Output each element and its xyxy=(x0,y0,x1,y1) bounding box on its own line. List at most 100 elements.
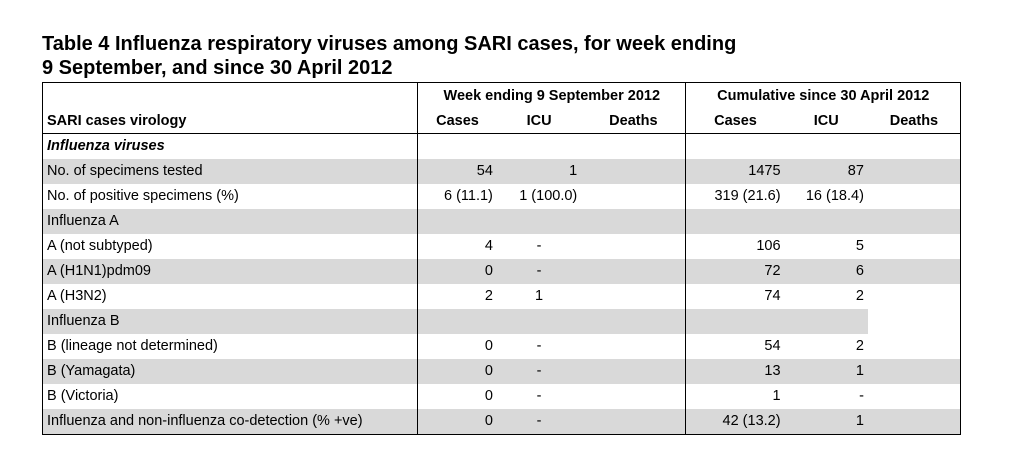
row-label: No. of specimens tested xyxy=(41,159,419,184)
header-empty-cell xyxy=(41,82,419,109)
cumulative-deaths-cell xyxy=(867,234,961,259)
cumulative-deaths-cell xyxy=(867,259,961,284)
col-week-deaths: Deaths xyxy=(581,109,687,134)
cumulative-deaths-cell xyxy=(867,409,961,435)
week-icu-cell: 1 xyxy=(496,159,582,184)
row-label: A (H1N1)pdm09 xyxy=(41,259,419,284)
col-week-icu: ICU xyxy=(496,109,582,134)
table-row: A (not subtyped) 4 - 106 5 xyxy=(41,234,961,259)
cumulative-icu-cell: 2 xyxy=(855,288,864,304)
cumulative-cases-cell xyxy=(685,309,785,334)
week-cases-cell xyxy=(417,209,497,234)
week-cases-cell xyxy=(417,309,497,334)
row-label: Influenza A xyxy=(41,209,419,234)
week-icu-cell: - xyxy=(536,338,542,354)
table-row: B (lineage not determined) 0 - 54 2 xyxy=(41,334,961,359)
cumulative-icu-cell: 16 (18.4) xyxy=(805,188,864,204)
table-title: Table 4 Influenza respiratory viruses am… xyxy=(42,32,736,80)
week-cases-cell: 0 xyxy=(417,259,497,284)
header-group-cumulative: Cumulative since 30 April 2012 xyxy=(685,82,961,109)
row-label: B (Victoria) xyxy=(41,384,419,409)
week-icu-cell xyxy=(496,309,582,334)
cumulative-cases-cell: 42 (13.2) xyxy=(685,409,785,435)
header-row-groups: Week ending 9 September 2012 Cumulative … xyxy=(41,82,961,109)
cumulative-icu-cell: 1 xyxy=(784,359,868,384)
section-label: Influenza viruses xyxy=(41,133,419,159)
cumulative-icu-cell: 2 xyxy=(855,338,864,354)
cumulative-deaths-cell xyxy=(867,384,961,409)
week-cases-cell: 0 xyxy=(417,359,497,384)
week-icu-cell: - xyxy=(496,409,582,435)
table-row: Influenza A xyxy=(41,209,961,234)
cumulative-cases-cell: 319 (21.6) xyxy=(714,188,781,204)
week-icu-cell: - xyxy=(496,259,582,284)
cumulative-icu-cell: 87 xyxy=(784,159,868,184)
row-label: Influenza B xyxy=(41,309,419,334)
cumulative-deaths-cell xyxy=(867,309,961,334)
table-row: Influenza B xyxy=(41,309,961,334)
week-cases-cell: 2 xyxy=(484,288,493,304)
week-deaths-cell xyxy=(581,384,687,409)
week-deaths-cell xyxy=(581,409,687,435)
header-row-label: SARI cases virology xyxy=(41,109,419,134)
table-row: No. of specimens tested 54 1 1475 87 xyxy=(41,159,961,184)
cumulative-deaths-cell xyxy=(867,209,961,234)
cumulative-cases-cell xyxy=(685,209,785,234)
cumulative-icu-cell: 6 xyxy=(784,259,868,284)
table-row: B (Victoria) 0 - 1 - xyxy=(41,384,961,409)
col-week-cases: Cases xyxy=(417,109,497,134)
row-label: A (H3N2) xyxy=(41,284,419,309)
week-deaths-cell xyxy=(581,209,687,234)
week-cases-cell: 0 xyxy=(484,338,493,354)
week-deaths-cell xyxy=(581,309,687,334)
cumulative-cases-cell: 1475 xyxy=(685,159,785,184)
row-label: No. of positive specimens (%) xyxy=(41,184,419,209)
week-cases-cell: 0 xyxy=(417,409,497,435)
cumulative-deaths-cell xyxy=(867,359,961,384)
table-row: Influenza and non-influenza co-detection… xyxy=(41,409,961,435)
table-row: A (H1N1)pdm09 0 - 72 6 xyxy=(41,259,961,284)
week-icu-cell: - xyxy=(496,359,582,384)
cumulative-icu-cell xyxy=(784,209,868,234)
week-cases-cell: 0 xyxy=(484,388,493,404)
week-deaths-cell xyxy=(581,234,687,259)
week-deaths-cell xyxy=(581,359,687,384)
row-label: Influenza and non-influenza co-detection… xyxy=(41,409,419,435)
cumulative-cases-cell: 54 xyxy=(764,338,781,354)
cumulative-deaths-cell xyxy=(867,284,961,309)
sari-virology-table: Week ending 9 September 2012 Cumulative … xyxy=(41,82,961,435)
week-deaths-cell xyxy=(581,159,687,184)
week-icu-cell: - xyxy=(536,388,542,404)
row-label: B (Yamagata) xyxy=(41,359,419,384)
cumulative-cases-cell: 13 xyxy=(685,359,785,384)
header-group-week: Week ending 9 September 2012 xyxy=(417,82,687,109)
cumulative-icu-cell: 1 xyxy=(784,409,868,435)
cumulative-cases-cell: 74 xyxy=(764,288,781,304)
col-cumulative-icu: ICU xyxy=(784,109,868,134)
week-deaths-cell xyxy=(581,284,687,309)
row-label: A (not subtyped) xyxy=(41,234,419,259)
table-row: No. of positive specimens (%) 6 (11.1) 1… xyxy=(41,184,961,209)
week-icu-cell: 1 xyxy=(535,288,544,304)
week-cases-cell: 54 xyxy=(417,159,497,184)
col-cumulative-deaths: Deaths xyxy=(867,109,961,134)
week-cases-cell: 4 xyxy=(484,238,493,254)
table-title-line-2: 9 September, and since 30 April 2012 xyxy=(42,57,393,79)
cumulative-cases-cell: 1 xyxy=(772,388,781,404)
week-icu-cell xyxy=(496,209,582,234)
section-row: Influenza viruses xyxy=(41,133,961,159)
cumulative-icu-cell xyxy=(784,309,868,334)
table-row: B (Yamagata) 0 - 13 1 xyxy=(41,359,961,384)
cumulative-deaths-cell xyxy=(867,334,961,359)
week-deaths-cell xyxy=(581,184,687,209)
cumulative-cases-cell: 106 xyxy=(756,238,781,254)
col-cumulative-cases: Cases xyxy=(685,109,785,134)
cumulative-deaths-cell xyxy=(867,184,961,209)
cumulative-deaths-cell xyxy=(867,159,961,184)
week-icu-cell: - xyxy=(536,238,542,254)
week-deaths-cell xyxy=(581,334,687,359)
week-deaths-cell xyxy=(581,259,687,284)
week-icu-cell: 1 (100.0) xyxy=(519,188,578,204)
cumulative-cases-cell: 72 xyxy=(685,259,785,284)
week-cases-cell: 6 (11.1) xyxy=(443,188,493,204)
